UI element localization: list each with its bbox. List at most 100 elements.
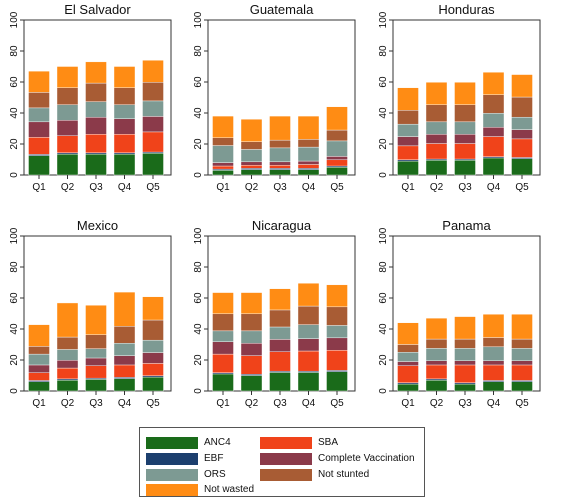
bar-segment-complete-vaccination bbox=[142, 352, 164, 364]
bar-segment-complete-vaccination bbox=[297, 338, 320, 352]
bar-segment-complete-vaccination bbox=[56, 360, 79, 369]
y-tick-label: 40 bbox=[9, 323, 20, 335]
y-tick-label: 80 bbox=[193, 261, 204, 273]
x-tick-label: Q5 bbox=[330, 398, 344, 409]
bar-segment-ors bbox=[212, 330, 234, 342]
bar-segment-ors bbox=[454, 121, 476, 135]
bar-segment-ors bbox=[113, 343, 136, 356]
bar-segment-anc4 bbox=[142, 153, 164, 176]
panel-title: Honduras bbox=[438, 2, 495, 17]
bar-segment-not-stunted bbox=[326, 306, 348, 326]
bar-segment-not-wasted bbox=[85, 61, 107, 84]
bar-segment-ors bbox=[425, 348, 448, 361]
bar-segment-ors bbox=[397, 123, 419, 137]
bar-segment-sba bbox=[511, 364, 533, 381]
bar-segment-not-wasted bbox=[425, 317, 448, 340]
bar-segment-sba bbox=[425, 143, 448, 160]
bar-segment-not-wasted bbox=[113, 66, 136, 88]
x-tick-label: Q3 bbox=[458, 182, 472, 193]
x-tick-label: Q3 bbox=[89, 182, 103, 193]
y-tick-label: 0 bbox=[9, 388, 20, 394]
x-tick-label: Q4 bbox=[118, 398, 132, 409]
bar-segment-not-stunted bbox=[326, 129, 348, 142]
bar-segment-not-stunted bbox=[454, 338, 476, 349]
bar-segment-not-stunted bbox=[28, 346, 50, 355]
x-tick-label: Q2 bbox=[61, 182, 75, 193]
bar-segment-ors bbox=[56, 349, 79, 361]
bar-segment-ors bbox=[269, 326, 291, 340]
x-tick-label: Q4 bbox=[487, 398, 501, 409]
bar-segment-anc4 bbox=[454, 383, 476, 392]
bar-segment-sba bbox=[454, 143, 476, 160]
y-tick-label: 100 bbox=[9, 11, 20, 28]
legend-item-not-wasted: Not wasted bbox=[146, 483, 254, 496]
bar-segment-ors bbox=[113, 104, 136, 119]
bar-segment-not-stunted bbox=[85, 334, 107, 349]
bar-segment-ors bbox=[85, 348, 107, 359]
y-tick-label: 20 bbox=[193, 354, 204, 366]
bar-segment-complete-vaccination bbox=[212, 341, 234, 355]
x-tick-label: Q3 bbox=[273, 182, 287, 193]
y-tick-label: 80 bbox=[378, 261, 389, 273]
bar-segment-not-wasted bbox=[85, 305, 107, 335]
x-tick-label: Q1 bbox=[216, 398, 230, 409]
bar-segment-anc4 bbox=[511, 158, 533, 176]
bar-segment-not-stunted bbox=[56, 87, 79, 105]
bar-segment-anc4 bbox=[28, 381, 50, 392]
bar-segment-not-wasted bbox=[511, 314, 533, 340]
bar-segment-not-stunted bbox=[240, 313, 263, 332]
bar-segment-sba bbox=[397, 365, 419, 383]
bar-segment-ors bbox=[482, 346, 505, 361]
bar-segment-sba bbox=[240, 165, 263, 169]
bar-segment-not-wasted bbox=[28, 324, 50, 347]
y-tick-label: 100 bbox=[9, 227, 20, 244]
bar-segment-ors bbox=[142, 339, 164, 353]
legend-item-anc4: ANC4 bbox=[146, 436, 231, 449]
bar-segment-complete-vaccination bbox=[240, 343, 263, 356]
bar-segment-ors bbox=[326, 140, 348, 157]
legend-label: SBA bbox=[318, 437, 339, 448]
legend-swatch bbox=[146, 483, 198, 496]
bar-segment-not-stunted bbox=[397, 110, 419, 125]
bar-segment-not-wasted bbox=[142, 296, 164, 321]
bar-segment-anc4 bbox=[397, 160, 419, 176]
bar-segment-not-stunted bbox=[113, 326, 136, 344]
bar-segment-complete-vaccination bbox=[269, 339, 291, 352]
bar-segment-sba bbox=[28, 372, 50, 381]
chart-legend: ANC4 SBA EBF Complete Vaccination ORS Not stu… bbox=[139, 427, 425, 497]
legend-item-complete-vaccination: Complete Vaccination bbox=[260, 452, 415, 465]
bar-segment-not-wasted bbox=[142, 60, 164, 83]
bar-segment-complete-vaccination bbox=[85, 116, 107, 135]
bar-segment-sba bbox=[326, 350, 348, 371]
x-tick-label: Q4 bbox=[302, 182, 316, 193]
y-tick-label: 0 bbox=[193, 388, 204, 394]
y-tick-label: 40 bbox=[193, 107, 204, 119]
bar-segment-not-stunted bbox=[425, 104, 448, 123]
panel-guatemala: Guatemala 0 20 40 60 80 100 Q1 Q2 Q3 Q4 Q5 bbox=[193, 2, 356, 193]
x-tick-label: Q2 bbox=[245, 182, 259, 193]
bar-segment-not-wasted bbox=[454, 82, 476, 105]
bar-segment-not-stunted bbox=[297, 139, 320, 148]
bar-segment-sba bbox=[326, 159, 348, 167]
panel-el-salvador: El Salvador 0 20 40 60 80 100 Q1 Q2 Q3 Q4 Q5 bbox=[9, 2, 172, 193]
bar-segment-not-wasted bbox=[297, 283, 320, 307]
y-tick-label: 80 bbox=[9, 45, 20, 57]
bar-segment-sba bbox=[269, 165, 291, 169]
panel-title: El Salvador bbox=[64, 2, 131, 17]
bar-segment-complete-vaccination bbox=[454, 360, 476, 366]
y-tick-label: 20 bbox=[378, 138, 389, 150]
y-tick-label: 20 bbox=[193, 138, 204, 150]
legend-swatch bbox=[146, 468, 198, 481]
panel-mexico: Mexico 0 20 40 60 80 100 Q1 Q2 Q3 Q4 Q5 bbox=[9, 218, 172, 409]
bar-segment-complete-vaccination bbox=[142, 116, 164, 133]
bar-segment-complete-vaccination bbox=[240, 161, 263, 166]
panel-panama: Panama 0 20 40 60 80 100 Q1 Q2 Q3 Q4 Q5 bbox=[378, 218, 541, 409]
bar-segment-complete-vaccination bbox=[425, 360, 448, 366]
bar-segment-ors bbox=[425, 121, 448, 135]
legend-swatch bbox=[260, 452, 312, 465]
bar-segment-not-stunted bbox=[212, 313, 234, 332]
bar-segment-complete-vaccination bbox=[269, 161, 291, 166]
bar-segment-complete-vaccination bbox=[28, 121, 50, 138]
bar-segment-ors bbox=[240, 149, 263, 163]
bar-segment-complete-vaccination bbox=[511, 129, 533, 140]
